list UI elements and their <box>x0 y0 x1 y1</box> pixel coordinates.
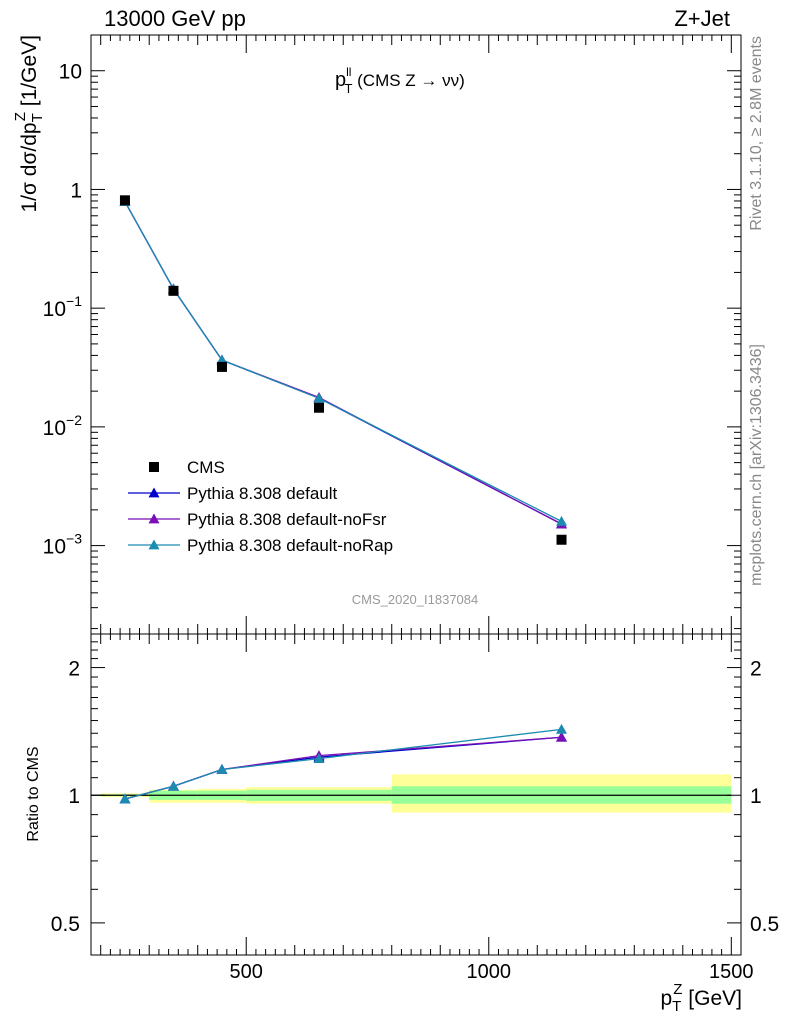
header-collision-label: 13000 GeV pp <box>104 6 246 31</box>
ratio-x-tick-label: 1500 <box>709 961 754 983</box>
main-data-point <box>556 534 567 545</box>
main-data-point <box>313 402 324 413</box>
ratio-x-tick-label: 500 <box>230 961 263 983</box>
main-plot-title: pll T (CMS Z → νν) <box>335 65 465 96</box>
side-label-mcplots: mcplots.cern.ch [arXiv:1306.3436] <box>748 344 765 586</box>
ratio-series-point <box>313 753 325 764</box>
main-data-point <box>216 361 227 372</box>
main-series-point <box>556 515 568 526</box>
x-axis-label: pTZ [GeV] <box>660 981 742 1015</box>
ratio-y-axis-label: Ratio to CMS <box>25 746 42 841</box>
main-data-point <box>168 285 179 296</box>
main-y-axis-label: 1/σ dσ/dpTZ [1/GeV] <box>12 35 46 213</box>
ratio-y-tick-label-left: 1 <box>68 785 80 808</box>
main-y-tick-label: 10−2 <box>43 412 83 440</box>
main-y-tick-label: 10 <box>59 61 82 84</box>
legend-marker-mc <box>148 539 160 550</box>
legend-marker-data <box>149 462 159 472</box>
ratio-y-tick-label-left: 2 <box>68 658 80 681</box>
legend-entry-label: CMS <box>187 458 225 477</box>
legend-entry-label: Pythia 8.308 default-noRap <box>187 536 393 555</box>
legend-entry-label: Pythia 8.308 default <box>187 484 338 503</box>
ratio-series-point <box>119 793 131 804</box>
main-data-point <box>119 195 130 206</box>
ratio-y-tick-label-right: 1 <box>750 785 762 808</box>
legend-marker-mc <box>148 487 160 498</box>
side-label-rivet: Rivet 3.1.10, ≥ 2.8M events <box>748 36 765 231</box>
ratio-series-point <box>216 763 228 774</box>
ratio-plot-panel: 0.5 0.5 1 1 2 2 500 1000 1500 Ratio to CMS pTZ [Ge… <box>25 633 779 1015</box>
ratio-series-point <box>556 731 568 742</box>
ratio-y-tick-label-right: 2 <box>750 658 762 681</box>
legend-entry-label: Pythia 8.308 default-noFsr <box>187 510 387 529</box>
legend-marker-mc <box>148 513 160 524</box>
ratio-series-point <box>167 780 179 791</box>
ratio-series-point <box>556 723 568 734</box>
watermark-analysis-id: CMS_2020_I1837084 <box>352 592 479 607</box>
ratio-frame <box>90 633 742 956</box>
main-plot-panel: CMS_2020_I1837084 10 1 10−1 10−2 10−3 1/σ dσ/d… <box>12 34 742 635</box>
ratio-y-tick-label-left: 0.5 <box>51 913 80 936</box>
ratio-y-tick-label-right: 0.5 <box>750 913 779 936</box>
main-series-point <box>313 392 325 403</box>
main-y-tick-label: 10−1 <box>43 293 83 321</box>
main-y-tick-label: 1 <box>70 179 82 202</box>
main-y-tick-label: 10−3 <box>43 531 83 559</box>
ratio-x-tick-label: 1000 <box>467 961 512 983</box>
header-process-label: Z+Jet <box>674 6 730 31</box>
